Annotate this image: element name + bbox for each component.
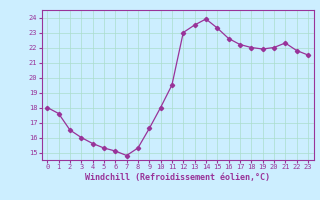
X-axis label: Windchill (Refroidissement éolien,°C): Windchill (Refroidissement éolien,°C) bbox=[85, 173, 270, 182]
